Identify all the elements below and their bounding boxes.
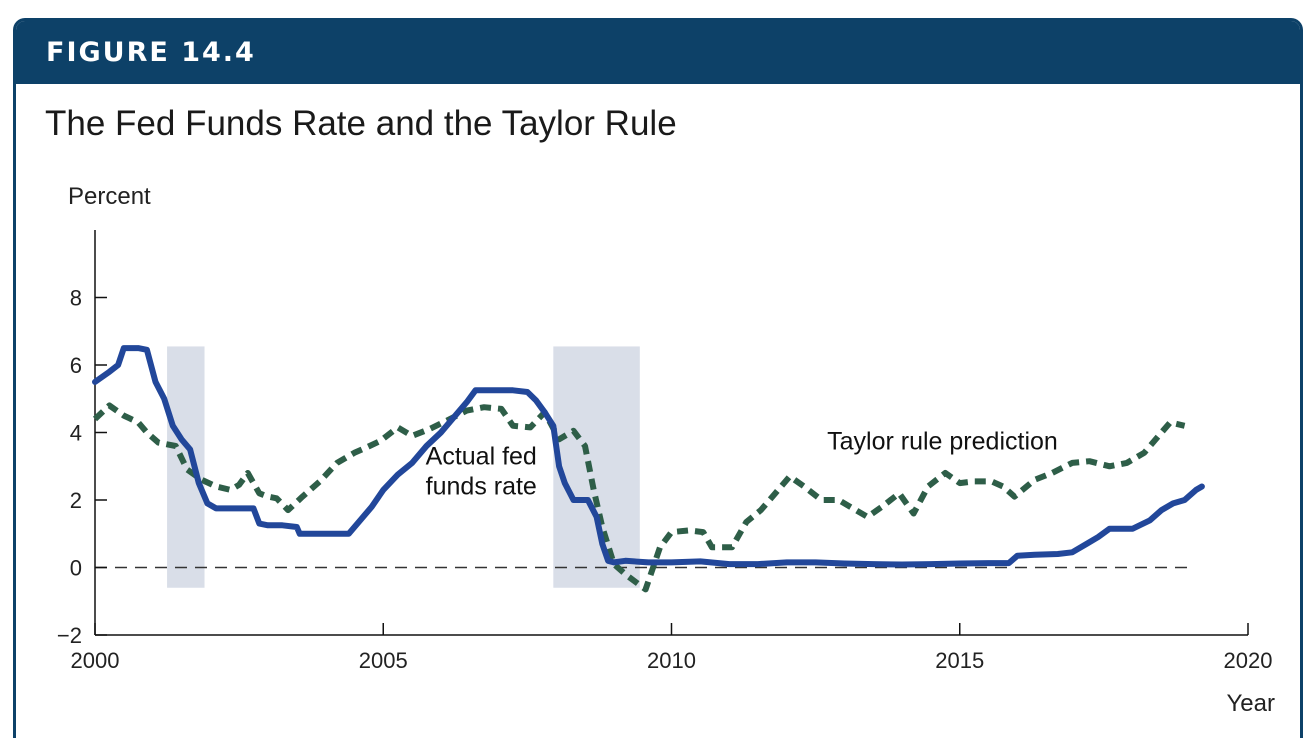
x-tick-label: 2010 bbox=[647, 648, 696, 673]
y-axis-label: Percent bbox=[68, 183, 151, 210]
chart-svg: −2 0 2 4 6 8 2000 2005 2010 2015 2020 Actual fed fu… bbox=[57, 183, 1276, 717]
series-annotation-line: funds rate bbox=[426, 473, 537, 501]
y-tick-label: 8 bbox=[70, 286, 82, 311]
chart-title: The Fed Funds Rate and the Taylor Rule bbox=[45, 104, 677, 143]
x-tick-label: 2000 bbox=[71, 648, 120, 673]
figure-label: FIGURE 14.4 bbox=[46, 37, 256, 68]
figure-frame: FIGURE 14.4 bbox=[13, 18, 1303, 738]
series-line-taylor-rule bbox=[92, 402, 1186, 593]
y-tick-label: 0 bbox=[70, 556, 82, 581]
x-tick-label: 2005 bbox=[359, 648, 408, 673]
series-line-actual-fed-funds bbox=[92, 345, 1205, 568]
recession-band-1 bbox=[167, 346, 205, 588]
series-annotation-line: Taylor rule prediction bbox=[827, 427, 1058, 455]
figure-banner: FIGURE 14.4 bbox=[16, 21, 1300, 84]
y-tick-label: 2 bbox=[70, 488, 82, 513]
label-taylor-rule: Taylor rule prediction bbox=[827, 427, 1058, 455]
recession-shading-layer bbox=[167, 346, 640, 588]
x-axis-label: Year bbox=[1227, 690, 1276, 717]
recession-band-2 bbox=[553, 346, 640, 588]
label-actual-fed-funds: Actual fed funds rate bbox=[426, 443, 537, 501]
series-layer bbox=[92, 345, 1205, 593]
x-tick-label: 2015 bbox=[935, 648, 984, 673]
x-tick-label: 2020 bbox=[1224, 648, 1273, 673]
annotation-layer: Actual fed funds rate Taylor rule predicti… bbox=[426, 427, 1058, 500]
y-tick-label: 6 bbox=[70, 353, 82, 378]
y-tick-label: 4 bbox=[70, 421, 82, 446]
ticks-layer: −2 0 2 4 6 8 2000 2005 2010 2015 2020 bbox=[57, 286, 1273, 674]
axes-layer bbox=[94, 230, 1248, 636]
y-tick-label: −2 bbox=[57, 623, 82, 648]
series-annotation-line: Actual fed bbox=[426, 443, 537, 471]
